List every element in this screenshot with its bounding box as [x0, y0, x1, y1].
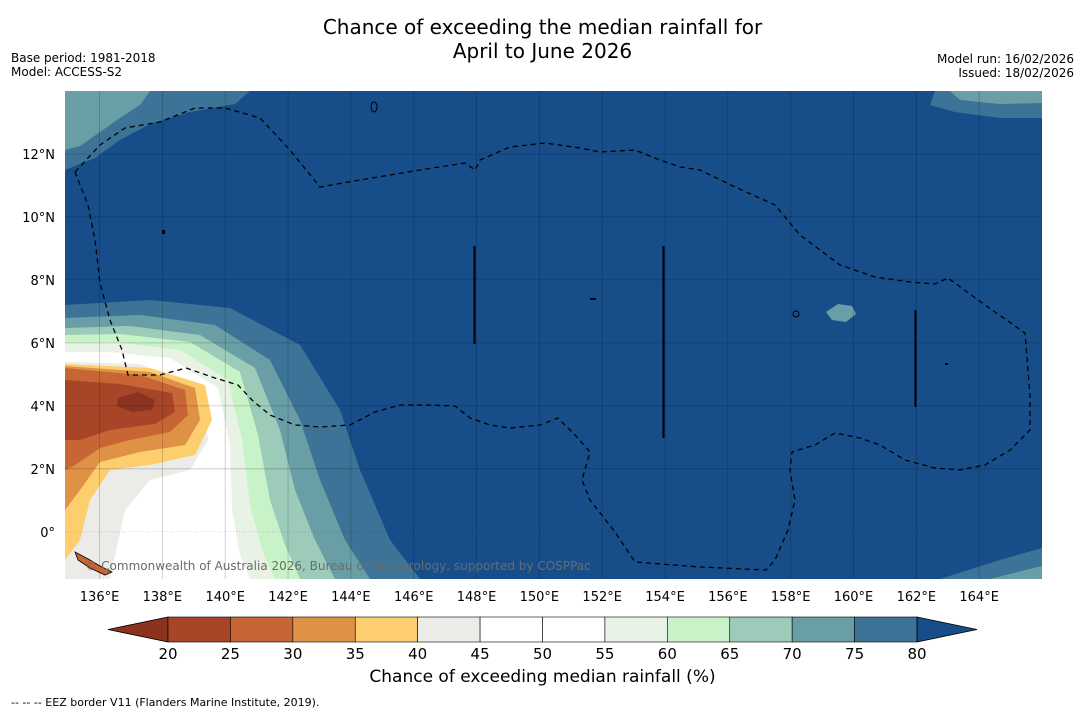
meta-right: Model run: 16/02/2026 Issued: 18/02/2026 [937, 52, 1074, 80]
x-tick-label: 146°E [394, 590, 434, 605]
island-bar-162e [914, 310, 917, 407]
chart-title-line2: April to June 2026 [452, 39, 633, 63]
chart-title-line1: Chance of exceeding the median rainfall … [322, 15, 763, 39]
band-70-topright [950, 91, 1042, 104]
gridlines [65, 91, 1042, 579]
colorbar-segment [791, 616, 855, 643]
colorbar-arrow-high [916, 616, 978, 643]
colorbar-segment [604, 616, 668, 643]
colorbar-tick-label: 60 [658, 645, 677, 663]
island-outline [370, 101, 378, 113]
band-70-topleft [65, 91, 150, 150]
colorbar-tick-label: 55 [595, 645, 614, 663]
y-tick-label: 4°N [31, 400, 56, 415]
x-axis: 136°E 138°E 140°E 142°E 144°E 146°E 148°E 150°E… [80, 590, 999, 605]
land-outline [74, 551, 113, 576]
colorbar-tick-label: 80 [907, 645, 926, 663]
colorbar-tick-label: 40 [408, 645, 427, 663]
y-tick-label: 12°N [22, 148, 55, 163]
colorbar-tick-label: 50 [533, 645, 552, 663]
colorbar: 20 25 30 35 40 45 50 55 60 65 70 75 80 [107, 616, 978, 663]
x-tick-label: 148°E [457, 590, 497, 605]
colorbar-tick-label: 20 [158, 645, 177, 663]
colorbar-tick-label: 70 [783, 645, 802, 663]
y-tick-label: 6°N [31, 337, 56, 352]
x-tick-label: 144°E [331, 590, 371, 605]
x-tick-label: 158°E [771, 590, 811, 605]
colorbar-segment [729, 616, 793, 643]
meta-left: Base period: 1981-2018 Model: ACCESS-S2 [11, 51, 156, 79]
x-tick-label: 154°E [645, 590, 685, 605]
band-75-bottomright [940, 548, 1042, 579]
colorbar-label: Chance of exceeding median rainfall (%) [369, 667, 716, 687]
x-tick-label: 164°E [959, 590, 999, 605]
rainfall-map [65, 91, 1042, 579]
y-tick-label: 2°N [31, 463, 56, 478]
colorbar-segment [167, 616, 231, 643]
island-dot [590, 298, 596, 300]
model-name: Model: ACCESS-S2 [11, 65, 123, 79]
band-70-bottomright [990, 566, 1042, 579]
band-70-patch [826, 304, 856, 322]
y-tick-label: 0° [40, 526, 55, 541]
x-tick-label: 142°E [268, 590, 308, 605]
eez-border [74, 107, 1031, 571]
colorbar-segment [479, 616, 543, 643]
colorbar-segment [542, 616, 606, 643]
eez-legend-note: -- -- -- EEZ border V11 (Flanders Marine… [11, 696, 320, 709]
colorbar-segment [292, 616, 356, 643]
x-tick-label: 156°E [708, 590, 748, 605]
x-tick-label: 136°E [80, 590, 120, 605]
island-bar-154e [662, 246, 665, 438]
model-run: Model run: 16/02/2026 [936, 52, 1074, 66]
colorbar-tick-label: 35 [346, 645, 365, 663]
colorbar-tick-label: 25 [221, 645, 240, 663]
band-20 [117, 392, 155, 412]
colorbar-segment [854, 616, 918, 643]
colorbar-segment [417, 616, 481, 643]
x-tick-label: 150°E [520, 590, 560, 605]
x-tick-label: 160°E [834, 590, 874, 605]
base-period: Base period: 1981-2018 [11, 51, 156, 65]
band-25 [65, 380, 175, 440]
y-axis: 12°N 10°N 8°N 6°N 4°N 2°N 0° [22, 148, 55, 541]
colorbar-arrow-low [107, 616, 169, 643]
y-tick-label: 10°N [22, 211, 55, 226]
island-markers [74, 101, 948, 576]
x-tick-label: 162°E [897, 590, 937, 605]
x-tick-label: 152°E [582, 590, 622, 605]
copyright-watermark: © Commonwealth of Australia 2026, Bureau… [85, 559, 590, 573]
colorbar-tick-label: 75 [845, 645, 864, 663]
colorbar-segment [667, 616, 731, 643]
x-tick-label: 140°E [205, 590, 245, 605]
island-dot [162, 230, 165, 234]
island-outline [792, 310, 800, 318]
x-tick-label: 138°E [143, 590, 183, 605]
colorbar-tick-label: 45 [471, 645, 490, 663]
colorbar-segment [230, 616, 294, 643]
island-bar-148e [473, 246, 476, 344]
y-tick-label: 8°N [31, 274, 56, 289]
issued-date: Issued: 18/02/2026 [958, 66, 1074, 80]
colorbar-tick-label: 65 [720, 645, 739, 663]
colorbar-segment [354, 616, 418, 643]
island-dot [945, 363, 948, 365]
colorbar-tick-label: 30 [283, 645, 302, 663]
